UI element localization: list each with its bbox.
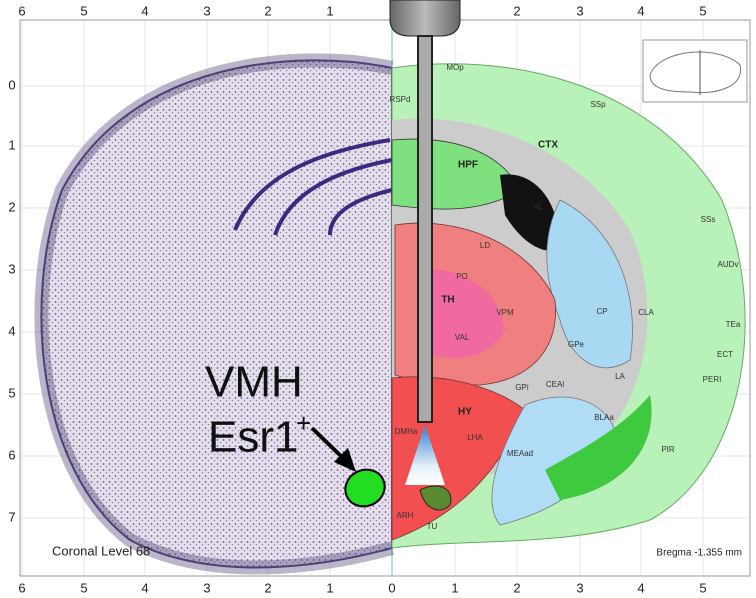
- region-label: AUDv: [718, 260, 739, 269]
- region-label: VL: [533, 202, 543, 211]
- region-label: GPe: [568, 340, 585, 349]
- top-axis-label: 2: [513, 3, 520, 18]
- left-axis-label: 6: [8, 447, 15, 462]
- top-axis-label: 4: [141, 3, 148, 18]
- bottom-axis-label: 4: [637, 580, 644, 595]
- bottom-axis-label: 6: [18, 580, 25, 595]
- left-axis-label: 1: [8, 137, 15, 152]
- top-axis-label: 6: [18, 3, 25, 18]
- region-label: MEAad: [507, 449, 533, 458]
- region-label: ECT: [717, 350, 733, 359]
- region-label: PERI: [703, 375, 722, 384]
- region-label: CEAl: [546, 380, 564, 389]
- bottom-axis-label: 5: [699, 580, 706, 595]
- region-label: TU: [427, 522, 438, 531]
- bottom-axis-label: 2: [513, 580, 520, 595]
- region-label: MOp: [446, 63, 464, 72]
- top-axis-label: 5: [699, 3, 706, 18]
- region-label: LD: [480, 241, 490, 250]
- region-label: TH: [441, 295, 454, 306]
- region-label: CLA: [638, 308, 654, 317]
- bottom-axis-label: 4: [141, 580, 148, 595]
- left-axis-label: 0: [8, 77, 15, 92]
- region-label: SSp: [590, 100, 606, 109]
- region-label: CP: [596, 307, 607, 316]
- bottom-axis-label: 3: [576, 580, 583, 595]
- left-axis-label: 5: [8, 385, 15, 400]
- bottom-axis-label: 3: [203, 580, 210, 595]
- region-label: VPM: [496, 308, 514, 317]
- region-label: HY: [458, 407, 472, 418]
- top-axis-label: 3: [203, 3, 210, 18]
- region-label: DMHa: [395, 427, 418, 436]
- level-label: Coronal Level 68: [52, 543, 150, 558]
- region-label: PO: [456, 272, 468, 281]
- region-label: VAL: [455, 333, 470, 342]
- region-label: SSs: [701, 215, 716, 224]
- probe-shaft: [418, 36, 432, 422]
- target-label: VMH: [205, 358, 303, 407]
- left-axis-label: 4: [8, 323, 15, 338]
- bottom-axis-label: 2: [264, 580, 271, 595]
- region-label: RSPd: [390, 95, 411, 104]
- bregma-label: Bregma -1.355 mm: [656, 548, 742, 559]
- region-label: LHA: [467, 433, 483, 442]
- probe-cap: [390, 0, 460, 36]
- bottom-axis-label: 1: [451, 580, 458, 595]
- region-label: BLAa: [594, 413, 614, 422]
- bottom-axis-label: 1: [326, 580, 333, 595]
- top-axis-label: 3: [576, 3, 583, 18]
- region-label: LA: [615, 372, 625, 381]
- bottom-axis-label: 0: [388, 580, 395, 595]
- region-label: ARH: [397, 511, 414, 520]
- marker-label: Esr1: [208, 413, 298, 462]
- atlas-figure: VMH Esr1 + Coronal Level 68 Bregma -1.35…: [0, 0, 756, 598]
- top-axis-label: 5: [80, 3, 87, 18]
- left-axis-label: 7: [8, 509, 15, 524]
- region-label: PIR: [661, 445, 675, 454]
- region-label: CTX: [538, 140, 558, 151]
- region-label: GPi: [515, 383, 529, 392]
- left-axis-label: 3: [8, 261, 15, 276]
- top-axis-label: 2: [264, 3, 271, 18]
- region-label: HPF: [458, 160, 478, 171]
- top-axis-label: 1: [326, 3, 333, 18]
- marker-sup: +: [296, 408, 311, 438]
- region-label: TEa: [726, 320, 741, 329]
- bottom-axis-label: 5: [80, 580, 87, 595]
- left-axis-label: 2: [8, 199, 15, 214]
- top-axis-label: 4: [637, 3, 644, 18]
